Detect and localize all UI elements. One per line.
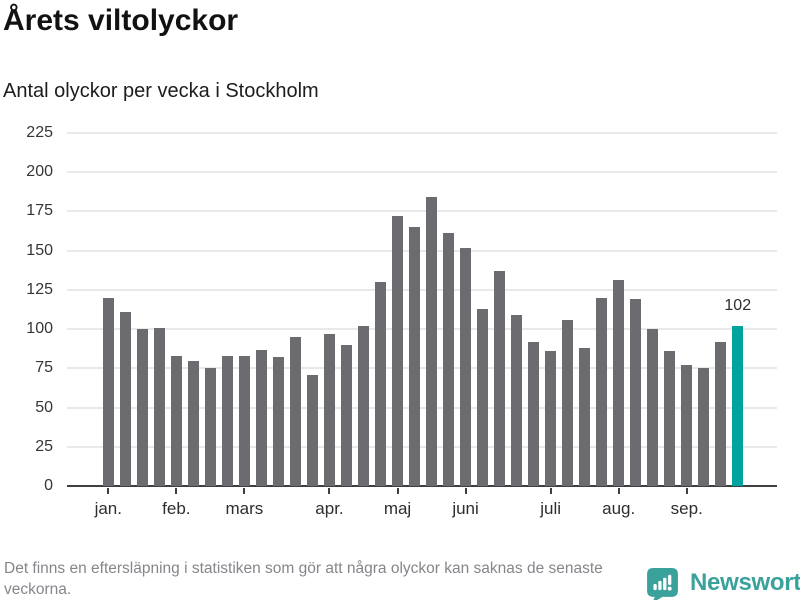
x-axis-label-maj: maj [383, 499, 412, 518]
y-axis-label: 0 [44, 477, 53, 494]
y-axis-label: 150 [26, 241, 53, 259]
x-tick-apr [328, 487, 331, 494]
bar-week-24 [494, 271, 506, 486]
bar-week-30 [596, 297, 608, 486]
bar-week-17 [375, 282, 386, 486]
x-tick-aug [617, 487, 620, 494]
bar-week-29 [579, 347, 591, 486]
bar-week-34 [664, 351, 676, 486]
bar-week-4 [153, 327, 165, 486]
footnote: Det finns en eftersläpning i statistiken… [4, 560, 603, 598]
bar-week-25 [511, 315, 523, 486]
bar-week-32 [630, 299, 642, 486]
bar-week-1 [102, 297, 114, 486]
bar-week-20 [426, 197, 438, 486]
x-tick-juni [464, 487, 467, 494]
plot-area: jan. feb. mars apr. maj juni juli aug. sep. 102 [67, 132, 777, 518]
gridline-50 [67, 406, 777, 409]
y-axis-label: 200 [26, 163, 53, 181]
x-axis-label-apr: apr. [315, 499, 344, 518]
bar-week-23 [477, 308, 489, 486]
y-axis-label: 100 [26, 320, 53, 338]
x-axis-label-juli: juli [540, 499, 562, 518]
x-axis-label-sep: sep. [670, 499, 703, 518]
bar-week-5 [170, 355, 182, 486]
bar-week-28 [562, 319, 574, 486]
newsworthy-bubble-chart-icon [647, 568, 678, 600]
x-axis-label-mars: mars [225, 499, 264, 518]
chart-subtitle: Antal olyckor per vecka i Stockholm [3, 80, 319, 102]
gridline-100 [67, 328, 777, 331]
highlighted-bar-week-38 [732, 325, 744, 486]
x-tick-jan [107, 487, 110, 494]
bar-week-27 [545, 351, 557, 486]
bar-week-13 [306, 374, 318, 486]
gridline-175 [67, 210, 777, 213]
y-axis-label: 50 [35, 398, 53, 416]
bar-week-19 [409, 227, 421, 486]
bar-week-9 [238, 355, 250, 486]
y-axis-label: 225 [26, 124, 53, 141]
x-axis-label-juni: juni [452, 499, 479, 518]
bar-week-10 [255, 349, 267, 486]
brand-logo: Newsworthy [646, 565, 800, 600]
chart-title: Årets viltolyckor [3, 4, 239, 37]
bar-week-2 [119, 311, 131, 486]
gridline-25 [67, 445, 777, 448]
gridline-150 [67, 249, 777, 252]
gridline-125 [67, 288, 777, 291]
x-tick-sep [685, 487, 688, 494]
bar-week-11 [272, 357, 284, 486]
highlight-value-label: 102 [724, 296, 752, 314]
bar-week-7 [204, 368, 216, 486]
bar-week-14 [323, 333, 335, 486]
bar-week-16 [357, 325, 369, 486]
x-axis-label-aug: aug. [602, 499, 636, 518]
x-tick-feb [175, 487, 178, 494]
gridline-225 [67, 132, 777, 134]
bar-week-12 [289, 336, 301, 486]
bar-week-3 [136, 329, 148, 486]
bar-week-37 [715, 341, 727, 486]
y-axis-label: 125 [26, 280, 53, 298]
x-axis-label-jan: jan. [94, 499, 122, 518]
x-tick-juli [549, 487, 552, 494]
x-axis-line [67, 484, 777, 487]
bar-week-21 [443, 233, 455, 486]
x-tick-maj [396, 487, 399, 494]
y-axis-label: 175 [26, 202, 53, 220]
y-axis-label: 25 [35, 437, 53, 455]
y-axis-label: 75 [35, 359, 53, 377]
bar-week-6 [187, 360, 199, 486]
bar-week-31 [613, 280, 625, 486]
bar-week-36 [698, 368, 710, 486]
gridline-75 [67, 367, 777, 370]
bar-week-8 [221, 355, 233, 486]
bar-week-33 [647, 329, 659, 486]
bar-week-26 [528, 341, 540, 486]
bar-week-35 [681, 365, 693, 486]
gridline-200 [67, 171, 777, 174]
x-tick-mars [243, 487, 246, 494]
bar-week-18 [392, 216, 404, 486]
bar-week-22 [460, 247, 472, 486]
brand-name: Newsworthy [690, 569, 800, 596]
bar-week-15 [340, 344, 352, 486]
x-axis-label-feb: feb. [162, 499, 191, 518]
bar-chart: jan. feb. mars apr. maj juni juli aug. sep. 102 0… [26, 124, 777, 518]
